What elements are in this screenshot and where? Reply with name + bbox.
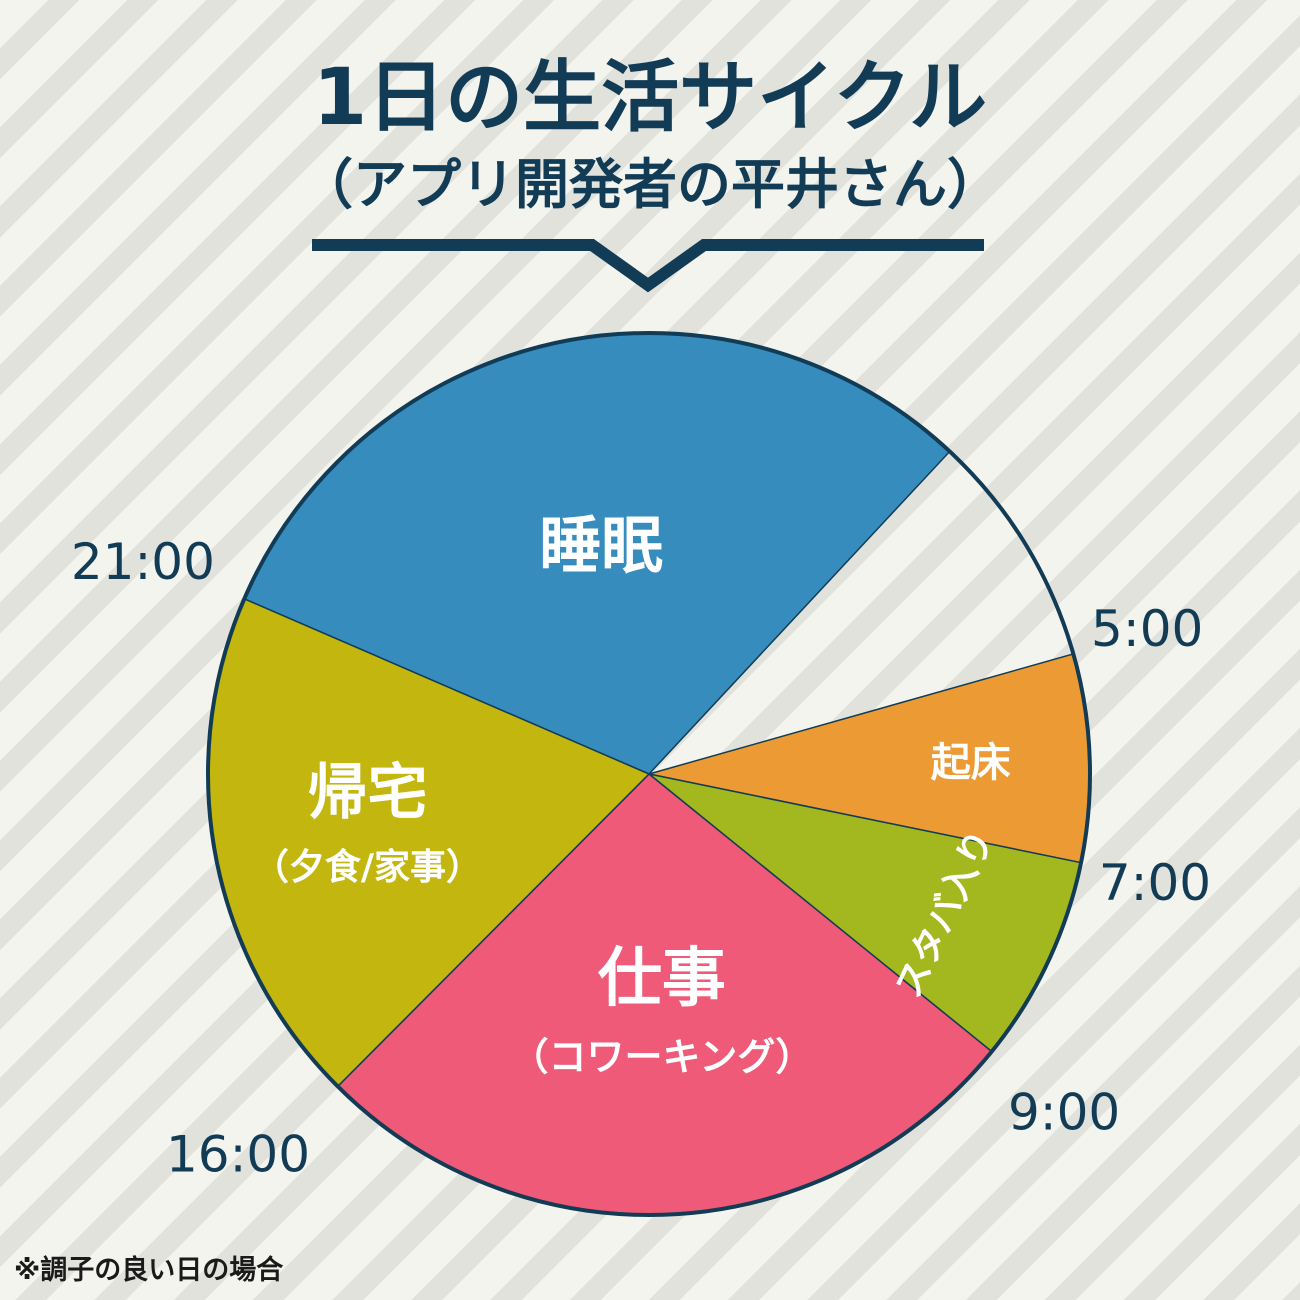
slice-sublabel-text-home: （夕食/家事） [253, 847, 482, 888]
time-label-16: 16:00 [166, 1126, 310, 1184]
title-underline-pointer [312, 239, 984, 293]
slice-label-home: 帰宅 （夕食/家事） [253, 758, 482, 888]
time-labels: 21:00 5:00 7:00 9:00 16:00 [71, 533, 1211, 1184]
footnote: ※調子の良い日の場合 [14, 1255, 284, 1286]
slice-label-text-home: 帰宅 [307, 758, 427, 828]
slice-label-text-work: 仕事 [598, 942, 726, 1016]
slice-sublabel-text-work: （コワーキング） [510, 1035, 813, 1079]
time-label-21: 21:00 [71, 533, 215, 591]
time-label-7: 7:00 [1099, 854, 1211, 912]
chart-title: 1日の生活サイクル [312, 53, 988, 143]
time-label-9: 9:00 [1008, 1083, 1120, 1141]
slice-label-text-wakeup: 起床 [931, 740, 1011, 786]
time-label-5: 5:00 [1091, 600, 1203, 658]
slice-label-text-sleep: 睡眠 [539, 509, 663, 582]
slice-label-work: 仕事 （コワーキング） [510, 942, 813, 1079]
slice-label-sleep: 睡眠 [539, 509, 663, 582]
pie-outline [206, 331, 1092, 1217]
chart-subtitle: （アプリ開発者の平井さん） [299, 153, 1001, 216]
slice-label-wakeup: 起床 [931, 740, 1011, 786]
